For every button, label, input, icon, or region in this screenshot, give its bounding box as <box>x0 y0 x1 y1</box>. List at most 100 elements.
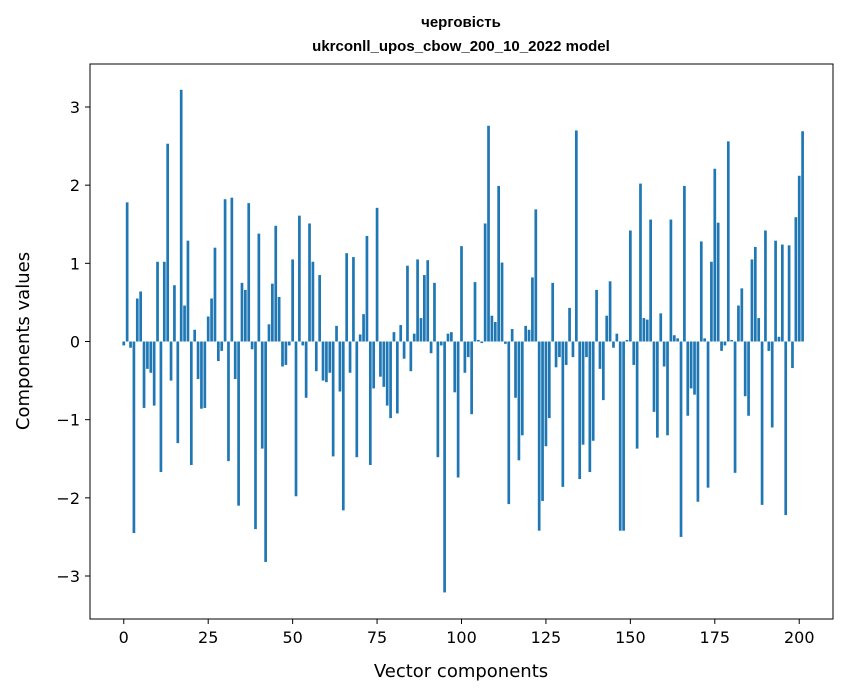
bar-48 <box>284 341 288 365</box>
bar-103 <box>470 341 473 415</box>
bar-127 <box>551 282 555 342</box>
y-tick-label: 1 <box>70 254 80 273</box>
bar-192 <box>770 341 774 428</box>
bar-69 <box>355 341 359 458</box>
bar-113 <box>504 341 507 344</box>
bar-136 <box>581 341 585 445</box>
bar-175 <box>713 168 717 342</box>
bar-141 <box>598 341 602 369</box>
bar-44 <box>271 283 274 342</box>
y-tick-label: −3 <box>56 567 80 586</box>
bar-20 <box>189 341 193 466</box>
bar-171 <box>699 241 703 342</box>
bar-111 <box>497 185 500 342</box>
bar-92 <box>433 282 436 342</box>
bar-89 <box>423 275 426 342</box>
bar-87 <box>416 259 419 342</box>
bar-180 <box>730 339 734 342</box>
bar-190 <box>764 230 767 342</box>
bar-173 <box>706 341 710 488</box>
bar-134 <box>574 130 578 342</box>
bar-15 <box>173 285 176 342</box>
bar-153 <box>639 183 642 342</box>
x-tick-label: 150 <box>615 628 646 647</box>
bar-195 <box>780 244 784 342</box>
bar-193 <box>774 240 777 342</box>
x-axis-label: Vector components <box>374 661 548 682</box>
bar-170 <box>696 341 700 502</box>
bar-102 <box>466 341 470 358</box>
bar-91 <box>429 341 433 354</box>
bar-31 <box>227 341 230 462</box>
bar-98 <box>453 341 457 393</box>
bar-117 <box>517 341 521 461</box>
bar-56 <box>311 261 315 342</box>
bar-8 <box>149 341 153 373</box>
x-tick-label: 125 <box>531 628 562 647</box>
bar-17 <box>179 89 183 342</box>
bar-28 <box>216 341 220 362</box>
x-tick-label: 100 <box>446 628 477 647</box>
bar-152 <box>635 341 639 449</box>
bar-19 <box>186 240 190 342</box>
bar-70 <box>358 334 362 342</box>
bar-42 <box>264 341 267 562</box>
bar-179 <box>726 141 730 342</box>
bars-group <box>122 89 804 593</box>
bar-140 <box>595 289 598 342</box>
bar-24 <box>203 341 207 408</box>
bar-53 <box>301 341 305 346</box>
bar-106 <box>480 341 484 344</box>
bar-27 <box>213 247 217 342</box>
bar-162 <box>669 219 673 342</box>
plot-frame <box>89 63 834 620</box>
bar-166 <box>683 185 686 342</box>
bar-176 <box>716 222 720 342</box>
bar-178 <box>723 341 727 346</box>
bar-124 <box>541 341 544 501</box>
bar-96 <box>446 333 450 342</box>
bar-133 <box>571 341 575 358</box>
bar-198 <box>791 341 794 369</box>
bar-13 <box>166 143 170 342</box>
bar-182 <box>737 305 740 342</box>
y-tick-label: −2 <box>56 489 80 508</box>
bar-149 <box>625 339 629 342</box>
bar-189 <box>760 341 764 505</box>
bar-112 <box>500 262 504 342</box>
bar-82 <box>399 325 403 342</box>
bar-62 <box>331 341 335 457</box>
bar-169 <box>693 341 696 395</box>
bar-4 <box>135 298 139 342</box>
bar-67 <box>348 341 352 373</box>
bar-142 <box>601 341 605 401</box>
bar-137 <box>585 341 588 358</box>
bar-50 <box>291 259 294 342</box>
bar-126 <box>547 341 551 419</box>
bar-11 <box>159 341 163 473</box>
bar-115 <box>510 328 514 342</box>
chart-title-line1: черговість <box>421 14 501 31</box>
bar-122 <box>534 209 538 342</box>
bar-68 <box>352 257 355 342</box>
bar-129 <box>558 341 561 358</box>
bar-146 <box>615 333 619 342</box>
bar-9 <box>152 341 156 406</box>
bar-144 <box>608 281 612 342</box>
bar-125 <box>544 341 548 447</box>
bar-177 <box>720 341 723 351</box>
bar-78 <box>385 341 389 406</box>
bar-156 <box>649 219 652 342</box>
bar-105 <box>477 339 480 342</box>
bar-54 <box>304 341 308 398</box>
y-tick-label: −1 <box>56 411 80 430</box>
bar-181 <box>733 341 737 473</box>
bar-29 <box>220 341 224 351</box>
bar-147 <box>618 341 622 531</box>
bar-65 <box>341 341 345 511</box>
bar-130 <box>561 341 565 487</box>
bar-72 <box>365 235 369 342</box>
bar-85 <box>409 341 413 372</box>
bar-90 <box>426 260 430 342</box>
bar-83 <box>402 341 406 359</box>
